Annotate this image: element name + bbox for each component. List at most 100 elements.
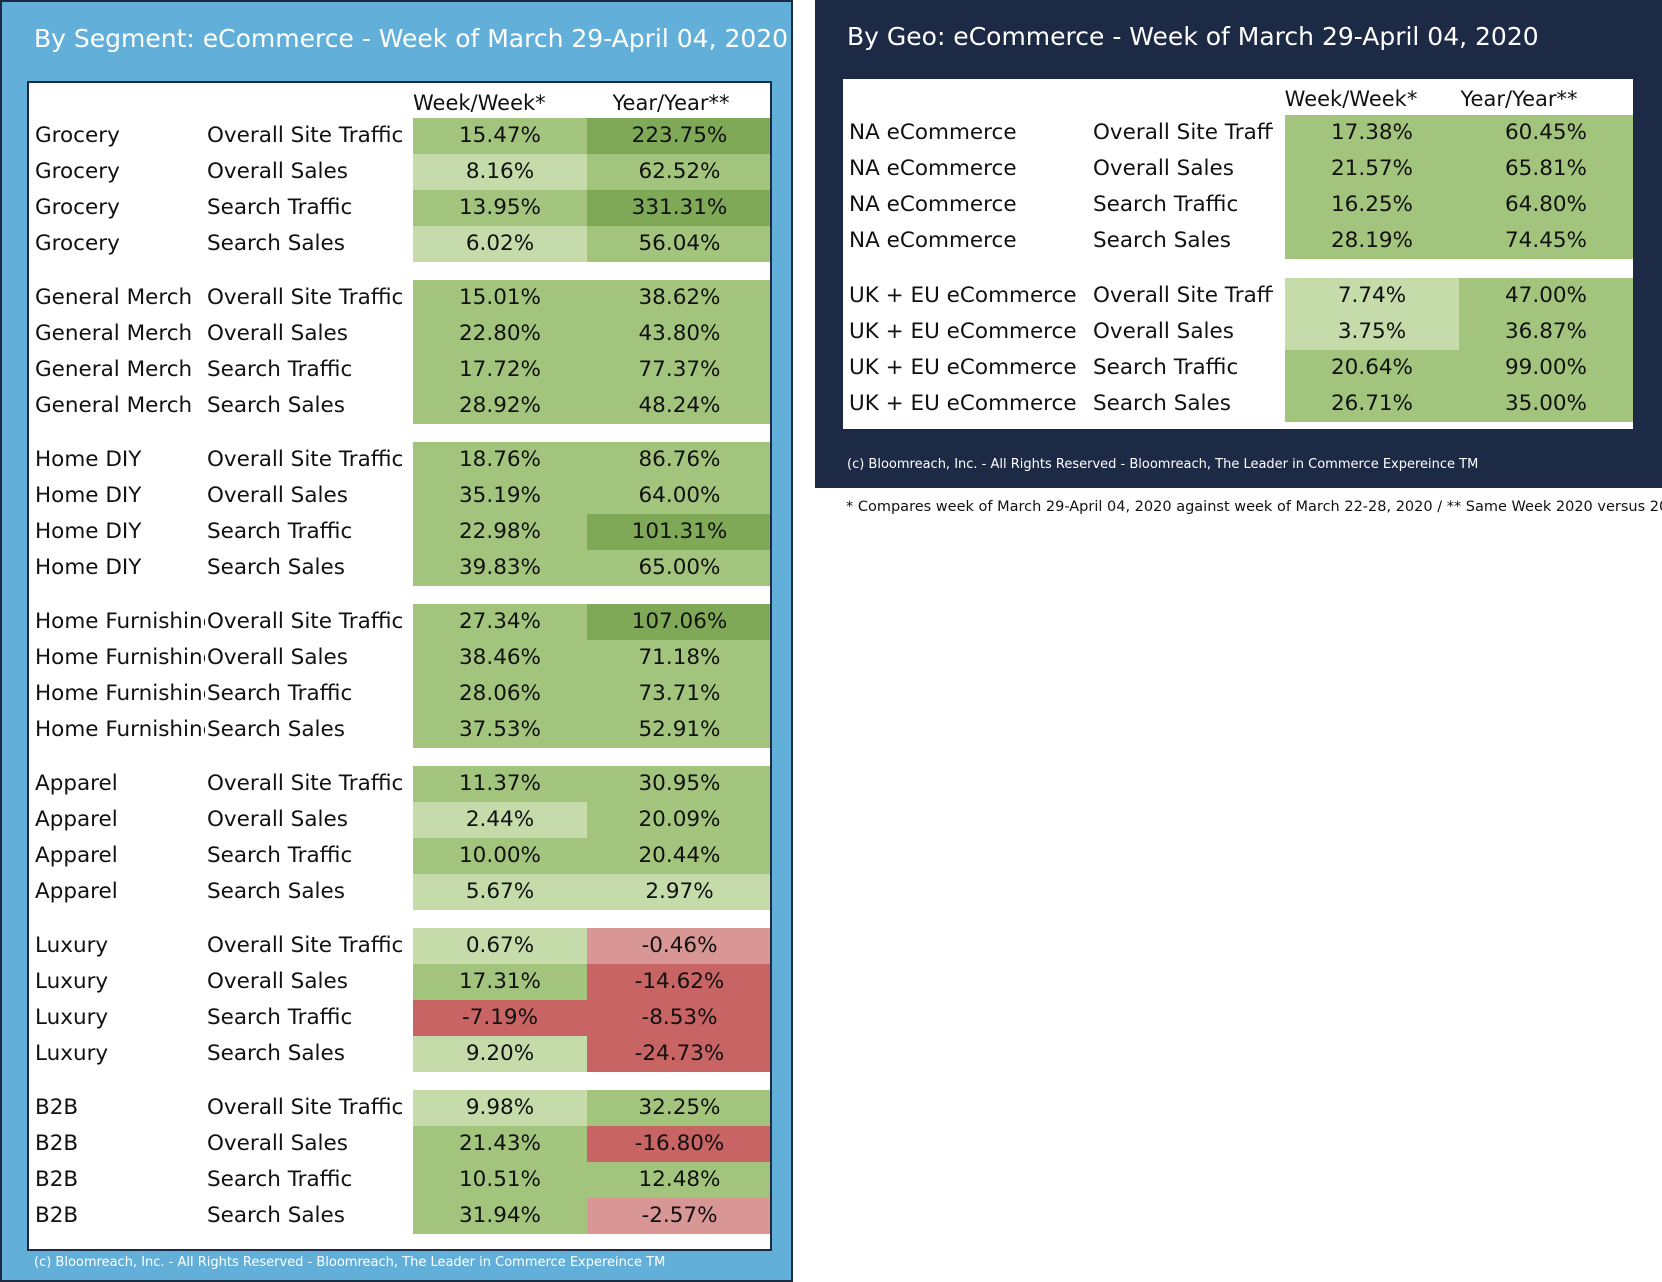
- year-over-year-value: 56.04%: [587, 226, 770, 262]
- week-over-week-value: 38.46%: [413, 640, 587, 676]
- table-row: Luxury Search Sales 9.20% -24.73%: [29, 1036, 770, 1072]
- year-over-year-value: 52.91%: [587, 712, 770, 748]
- metric-label: Overall Site Traffic: [207, 447, 404, 472]
- year-over-year-value: 65.00%: [587, 550, 770, 586]
- segment-header-year-year: Year/Year**: [612, 91, 730, 115]
- week-over-week-value: 39.83%: [413, 550, 587, 586]
- metric-label: Overall Sales: [207, 159, 348, 184]
- segment-label: General Merch: [35, 285, 193, 310]
- year-over-year-value: -2.57%: [587, 1198, 770, 1234]
- table-row: UK + EU eCommerce Search Traffic 20.64% 99.…: [843, 350, 1633, 386]
- segment-label: Home Furnishing: [35, 681, 205, 706]
- table-row: UK + EU eCommerce Overall Site Traffic 7.7…: [843, 278, 1633, 314]
- segment-label: B2B: [35, 1131, 79, 1156]
- metric-label: Search Sales: [207, 879, 345, 904]
- year-over-year-value: -14.62%: [587, 964, 770, 1000]
- table-row: UK + EU eCommerce Search Sales 26.71% 35.00…: [843, 386, 1633, 422]
- segment-label: Luxury: [35, 969, 109, 994]
- metric-label: Search Traffic: [1093, 355, 1239, 380]
- table-row: Home DIY Search Traffic 22.98% 101.31%: [29, 514, 770, 550]
- metric-label: Search Traffic: [207, 1167, 353, 1192]
- metric-label: Search Traffic: [207, 519, 353, 544]
- week-over-week-value: 31.94%: [413, 1198, 587, 1234]
- segment-label: Apparel: [35, 807, 118, 832]
- segment-panel-title: By Segment: eCommerce - Week of March 29…: [34, 24, 789, 53]
- week-over-week-value: 27.34%: [413, 604, 587, 640]
- week-over-week-value: 13.95%: [413, 190, 587, 226]
- segment-label: Grocery: [35, 231, 120, 256]
- year-over-year-value: 48.24%: [587, 388, 770, 424]
- metric-label: Search Sales: [207, 717, 345, 742]
- metric-label: Overall Sales: [207, 483, 348, 508]
- segment-label: Apparel: [35, 879, 118, 904]
- segment-label: Grocery: [35, 159, 120, 184]
- segment-header-week-week: Week/Week*: [413, 91, 546, 115]
- metric-label: Search Traffic: [207, 681, 353, 706]
- week-over-week-value: 21.57%: [1285, 151, 1459, 187]
- segment-label: General Merch: [35, 357, 193, 382]
- segment-label: Home DIY: [35, 447, 142, 472]
- week-over-week-value: 26.71%: [1285, 386, 1459, 422]
- segment-label: UK + EU eCommerce: [849, 283, 1077, 308]
- geo-table: Week/Week* Year/Year** NA eCommerce Overa…: [843, 79, 1633, 429]
- segment-label: NA eCommerce: [849, 120, 1017, 145]
- year-over-year-value: 20.09%: [587, 802, 770, 838]
- geo-header-week-week: Week/Week*: [1284, 87, 1418, 111]
- table-row: Apparel Search Traffic 10.00% 20.44%: [29, 838, 770, 874]
- year-over-year-value: 2.97%: [587, 874, 770, 910]
- segment-label: B2B: [35, 1167, 79, 1192]
- year-over-year-value: 43.80%: [587, 316, 770, 352]
- comparison-footnote: * Compares week of March 29-April 04, 20…: [846, 499, 1662, 515]
- year-over-year-value: 47.00%: [1459, 278, 1633, 314]
- week-over-week-value: 17.31%: [413, 964, 587, 1000]
- week-over-week-value: 8.16%: [413, 154, 587, 190]
- table-row: B2B Overall Site Traffic 9.98% 32.25%: [29, 1090, 770, 1126]
- week-over-week-value: 6.02%: [413, 226, 587, 262]
- segment-panel: By Segment: eCommerce - Week of March 29…: [0, 0, 793, 1282]
- week-over-week-value: 5.67%: [413, 874, 587, 910]
- metric-label: Overall Site Traffic: [207, 1095, 404, 1120]
- segment-label: NA eCommerce: [849, 228, 1017, 253]
- segment-label: Grocery: [35, 195, 120, 220]
- year-over-year-value: 32.25%: [587, 1090, 770, 1126]
- metric-label: Overall Site Traffic: [207, 285, 404, 310]
- week-over-week-value: 21.43%: [413, 1126, 587, 1162]
- week-over-week-value: 2.44%: [413, 802, 587, 838]
- metric-label: Overall Site Traffic: [1093, 283, 1273, 308]
- table-row: General Merch Search Traffic 17.72% 77.37%: [29, 352, 770, 388]
- table-row: Grocery Search Sales 6.02% 56.04%: [29, 226, 770, 262]
- week-over-week-value: -7.19%: [413, 1000, 587, 1036]
- metric-label: Search Sales: [1093, 228, 1231, 253]
- segment-label: Luxury: [35, 933, 109, 958]
- metric-label: Search Sales: [207, 231, 345, 256]
- metric-label: Search Traffic: [207, 843, 353, 868]
- year-over-year-value: 36.87%: [1459, 314, 1633, 350]
- segment-label: NA eCommerce: [849, 192, 1017, 217]
- week-over-week-value: 22.98%: [413, 514, 587, 550]
- metric-label: Overall Sales: [207, 645, 348, 670]
- metric-label: Search Sales: [207, 555, 345, 580]
- week-over-week-value: 11.37%: [413, 766, 587, 802]
- segment-label: General Merch: [35, 393, 193, 418]
- table-row: Home DIY Overall Sales 35.19% 64.00%: [29, 478, 770, 514]
- metric-label: Overall Site Traffic: [207, 609, 404, 634]
- year-over-year-value: 77.37%: [587, 352, 770, 388]
- table-row: Apparel Overall Site Traffic 11.37% 30.95%: [29, 766, 770, 802]
- metric-label: Overall Site Traffic: [1093, 120, 1273, 145]
- week-over-week-value: 15.01%: [413, 280, 587, 316]
- segment-table: Week/Week* Year/Year** Grocery Overall Si…: [27, 81, 772, 1251]
- geo-panel: By Geo: eCommerce - Week of March 29-Apr…: [815, 0, 1662, 488]
- week-over-week-value: 15.47%: [413, 118, 587, 154]
- week-over-week-value: 18.76%: [413, 442, 587, 478]
- segment-label: B2B: [35, 1095, 79, 1120]
- segment-label: Luxury: [35, 1041, 109, 1066]
- year-over-year-value: 64.80%: [1459, 187, 1633, 223]
- segment-label: UK + EU eCommerce: [849, 319, 1077, 344]
- week-over-week-value: 7.74%: [1285, 278, 1459, 314]
- year-over-year-value: 86.76%: [587, 442, 770, 478]
- table-row: B2B Search Sales 31.94% -2.57%: [29, 1198, 770, 1234]
- year-over-year-value: 30.95%: [587, 766, 770, 802]
- year-over-year-value: 64.00%: [587, 478, 770, 514]
- segment-label: General Merch: [35, 321, 193, 346]
- year-over-year-value: 71.18%: [587, 640, 770, 676]
